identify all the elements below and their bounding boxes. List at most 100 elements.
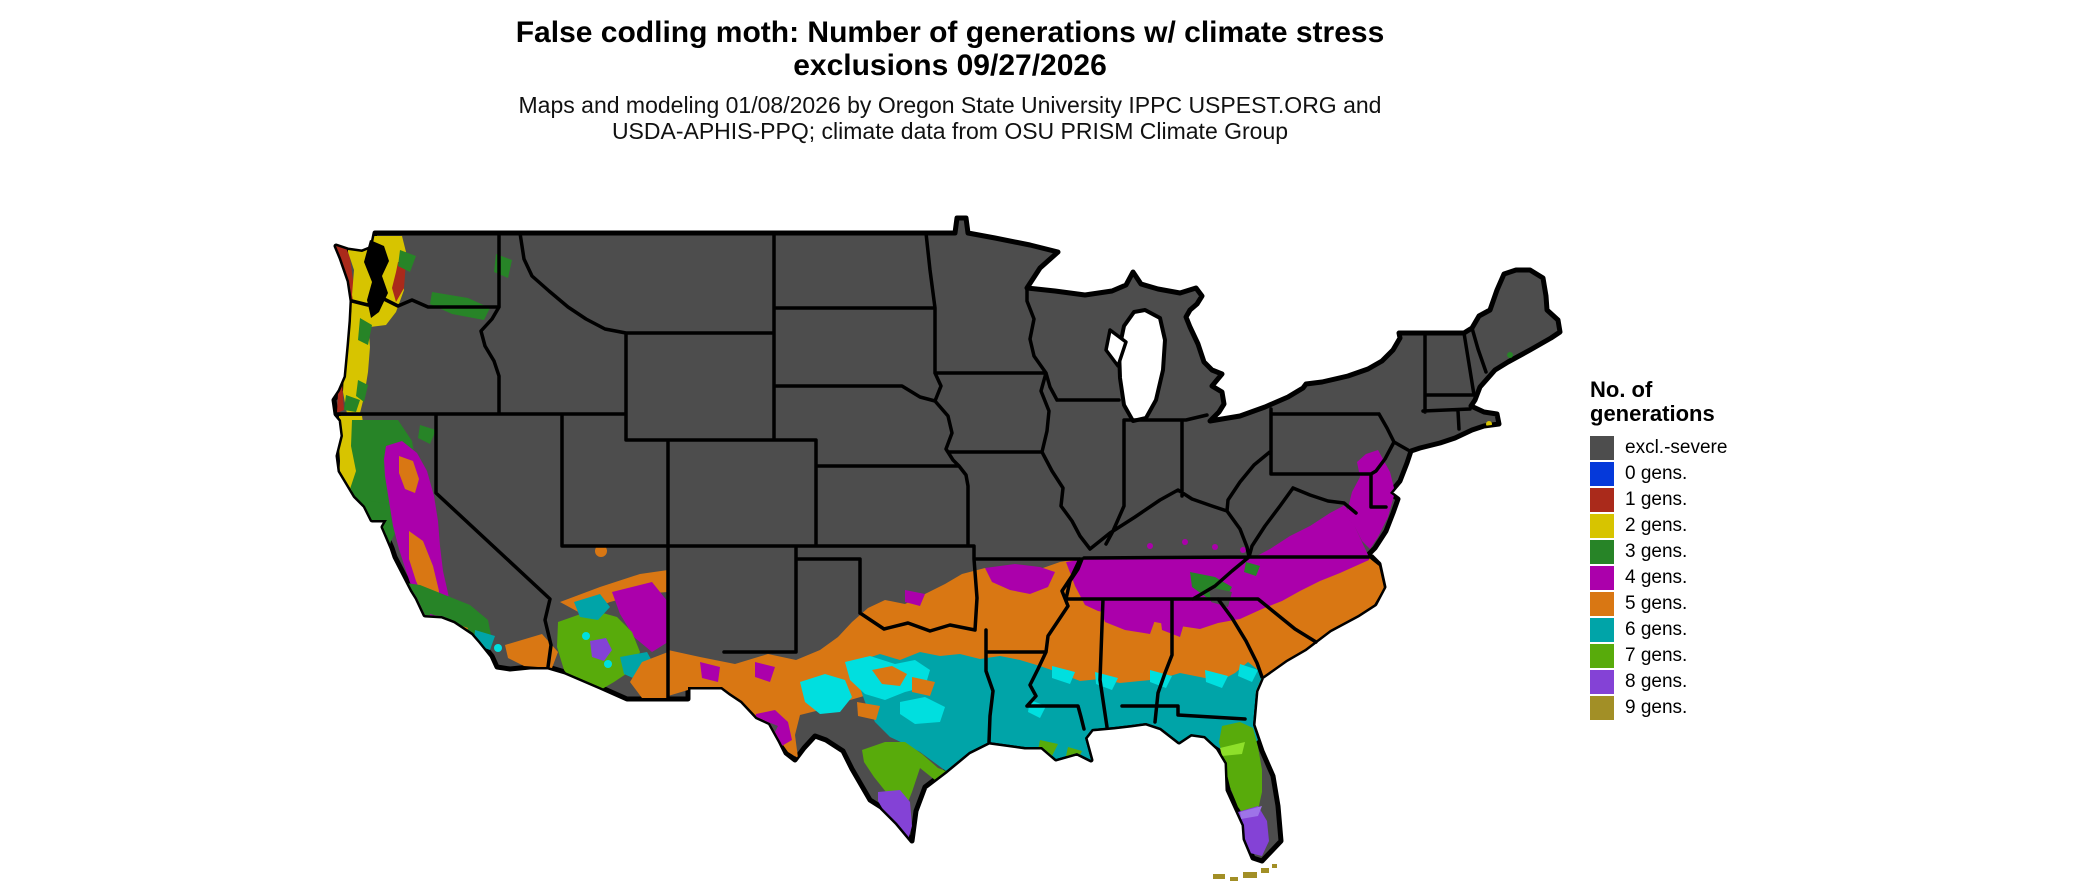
legend-row-9-gens: 9 gens. (1590, 696, 1810, 720)
cyan-sc-coast (1238, 664, 1258, 682)
ky-speck3 (1212, 544, 1218, 550)
ky-speck1 (1147, 543, 1153, 549)
region-blueridge-3gens (1244, 562, 1260, 576)
legend-swatch-1-gens (1590, 488, 1614, 512)
region-az-ne-4gens (612, 582, 668, 652)
legend-label-1-gens: 1 gens. (1625, 489, 1688, 510)
region-nm-border-4gens2 (755, 662, 775, 682)
legend-row-0-gens: 0 gens. (1590, 462, 1810, 486)
key-5 (1272, 864, 1277, 868)
florida-keys-9gens (1213, 864, 1277, 881)
map-subtitle-line2: USDA-APHIS-PPQ; climate data from OSU PR… (611, 118, 1289, 144)
region-valley-south-5gens (409, 531, 439, 609)
legend-swatch-9-gens (1590, 696, 1614, 720)
legend-row-5-gens: 5 gens. (1590, 592, 1810, 616)
legend-label-3-gens: 3 gens. (1625, 541, 1688, 562)
legend-row-4-gens: 4 gens. (1590, 566, 1810, 590)
puget-sound-water (364, 240, 389, 318)
ky-speck4 (1240, 547, 1246, 553)
region-valley-north-5gens (399, 456, 419, 493)
legend-row-1-gens: 1 gens. (1590, 488, 1810, 512)
legend: No. of generations excl.-severe 0 gens. … (1590, 378, 1810, 722)
wa-cascades-green (398, 250, 416, 272)
ky-speck2 (1182, 539, 1188, 545)
legend-label-7-gens: 7 gens. (1625, 645, 1688, 666)
legend-swatch-0-gens (1590, 462, 1614, 486)
cyan-ms-edge (1052, 666, 1075, 684)
legend-label-0-gens: 0 gens. (1625, 463, 1688, 484)
key-2 (1230, 877, 1238, 881)
region-florida-7gens-fringe (1220, 742, 1245, 756)
map-title-line2: exclusions 09/27/2026 (793, 49, 1107, 82)
region-az-cyan1 (582, 632, 590, 640)
region-smokies-gray (1209, 587, 1232, 607)
region-kentucky-4gens-specks (1147, 539, 1246, 553)
orange-island-2 (912, 677, 935, 696)
region-az-cyan2 (604, 660, 612, 668)
map-title: False codling moth: Number of generation… (0, 16, 1900, 82)
region-south-texas-7gens (862, 742, 946, 812)
region-south-florida-8gens (1237, 806, 1269, 856)
legend-label-5-gens: 5 gens. (1625, 593, 1688, 614)
legend-heading-line2: generations (1590, 401, 1715, 426)
legend-heading: No. of generations (1590, 378, 1810, 426)
region-seaz-5gens (630, 652, 668, 698)
region-maine-green (1507, 352, 1513, 358)
legend-row-3-gens: 3 gens. (1590, 540, 1810, 564)
region-south-florida-8gens-fringe (1240, 806, 1262, 819)
region-imperial-5gens (505, 634, 558, 668)
state-boundaries (334, 231, 1488, 744)
legend-row-6-gens: 6 gens. (1590, 618, 1810, 642)
map-subtitle-line1: Maps and modeling 01/08/2026 by Oregon S… (518, 92, 1382, 118)
island-green2 (437, 657, 449, 663)
legend-swatch-4-gens (1590, 566, 1614, 590)
region-channel-islands (414, 647, 449, 663)
cyan-pecos (800, 674, 852, 714)
map-subtitle: Maps and modeling 01/08/2026 by Oregon S… (0, 92, 1900, 144)
legend-label-2-gens: 2 gens. (1625, 515, 1688, 536)
key-1 (1213, 874, 1225, 879)
cyan-south-texas (900, 697, 945, 724)
green-bay (1104, 328, 1128, 368)
legend-label-6-gens: 6 gens. (1625, 619, 1688, 640)
region-phoenix-8gens (590, 638, 612, 661)
legend-row-7-gens: 7 gens. (1590, 644, 1810, 668)
region-wa-red-fringe (392, 262, 406, 302)
region-sf-2gens (351, 535, 364, 557)
region-orange-islands-texas (857, 666, 935, 720)
region-arkansas-4gens (985, 564, 1055, 594)
cyan-ga-edge2 (1205, 670, 1228, 688)
legend-row-8-gens: 8 gens. (1590, 670, 1810, 694)
orange-island-3 (857, 702, 880, 720)
region-nm-border-4gens1 (700, 662, 720, 682)
cyan-ga-edge (1150, 670, 1172, 688)
legend-row-2-gens: 2 gens. (1590, 514, 1810, 538)
map-title-line1: False codling moth: Number of generation… (515, 16, 1385, 49)
or-green3 (344, 395, 360, 412)
region-nms-al-4gens1 (1100, 607, 1155, 634)
legend-swatch-3-gens (1590, 540, 1614, 564)
legend-swatch-6-gens (1590, 618, 1614, 642)
region-sca-4gens2 (458, 640, 480, 660)
legend-swatch-2-gens (1590, 514, 1614, 538)
island-yellow (414, 647, 422, 653)
key-4 (1261, 868, 1269, 873)
orange-island-1 (872, 666, 907, 686)
legend-swatch-8-gens (1590, 670, 1614, 694)
legend-label-9-gens: 9 gens. (1625, 697, 1688, 718)
legend-swatch-excl-severe (1590, 436, 1614, 460)
region-oklahoma-4gens (905, 590, 925, 606)
legend-heading-line1: No. of (1590, 377, 1653, 402)
legend-label-excl-severe: excl.-severe (1625, 437, 1728, 458)
or-green2 (356, 380, 368, 402)
key-3 (1243, 872, 1257, 878)
class-regions (334, 233, 1513, 856)
legend-label-4-gens: 4 gens. (1625, 567, 1688, 588)
region-az-6gens1 (574, 594, 610, 620)
region-neca-3gens (418, 425, 436, 444)
region-sca-cyan-dot (494, 644, 502, 652)
legend-row-excl-severe: excl.-severe (1590, 436, 1810, 460)
legend-swatch-5-gens (1590, 592, 1614, 616)
